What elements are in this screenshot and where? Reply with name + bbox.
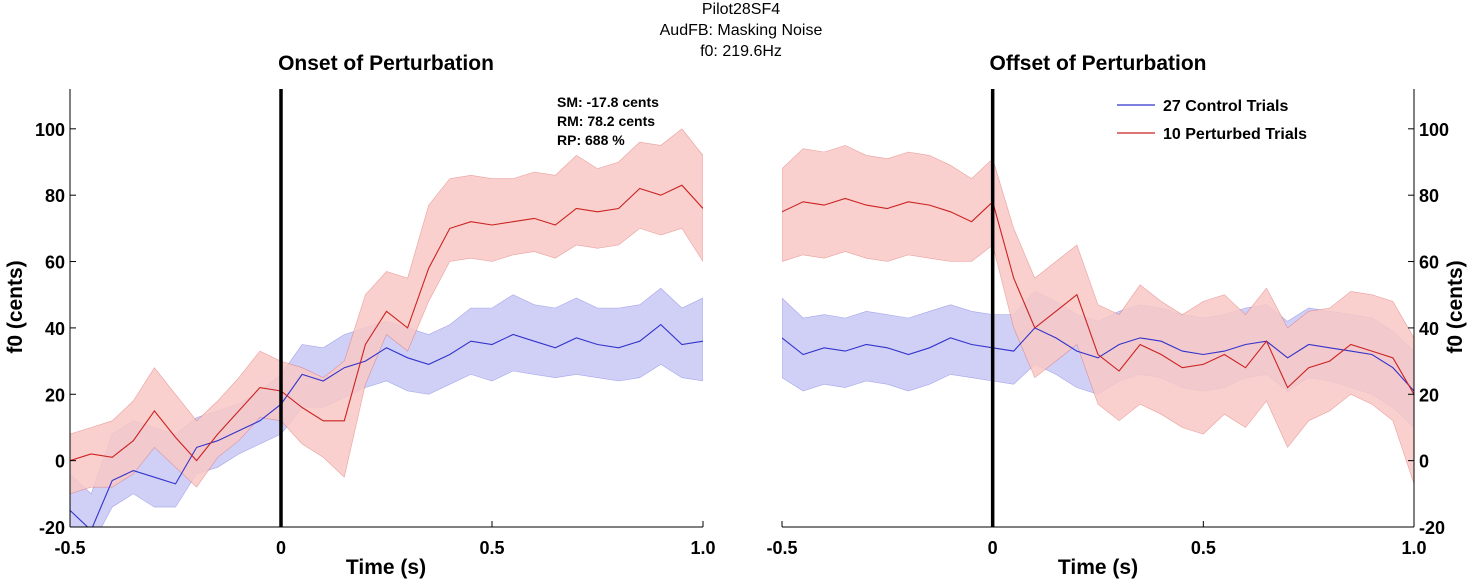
- stat-sm: SM: -17.8 cents: [557, 94, 659, 110]
- offset-x-tick-label: 1.0: [1401, 538, 1426, 558]
- offset-x-axis-label: Time (s): [1058, 556, 1138, 579]
- figure-title-subject: Pilot28SF4: [702, 1, 780, 18]
- offset-y-tick-label: 40: [1419, 319, 1439, 339]
- offset-y-tick-label: 20: [1419, 385, 1439, 405]
- stat-rm: RM: 78.2 cents: [557, 113, 655, 129]
- offset-perturbed-ci-band: [782, 145, 1414, 484]
- onset-y-tick-label: 0: [55, 452, 65, 472]
- onset-series-group: [70, 128, 703, 527]
- onset-x-tick-label: -0.5: [54, 538, 85, 558]
- offset-control-mean-line: [782, 327, 1414, 392]
- onset-control-mean-line: [70, 323, 703, 527]
- legend-control-label: 27 Control Trials: [1163, 98, 1288, 115]
- onset-stats-box: SM: -17.8 cents RM: 78.2 cents RP: 688 %: [557, 94, 659, 148]
- legend: 27 Control Trials 10 Perturbed Trials: [1117, 98, 1307, 143]
- onset-plot-area: -0.5 0 0.5 1.0 -20 0 20 40 60 80 100: [35, 89, 716, 558]
- offset-x-tick-label: 0.5: [1191, 538, 1216, 558]
- offset-y-tick-label: 60: [1419, 253, 1439, 273]
- onset-perturbed-mean-line: [70, 184, 703, 462]
- offset-plot-area: -0.5 0 0.5 1.0-20 0 20 40 60 80 100: [766, 89, 1449, 558]
- offset-panel: Offset of Perturbation -0.5 0 0.5 1.0-20 0 20…: [766, 52, 1467, 579]
- figure-title-condition: AudFB: Masking Noise: [660, 22, 823, 39]
- offset-panel-title: Offset of Perturbation: [989, 52, 1206, 75]
- figure-title-f0: f0: 219.6Hz: [700, 43, 782, 60]
- onset-x-axis-label: Time (s): [346, 556, 426, 579]
- offset-perturbed-mean-line: [782, 197, 1414, 395]
- offset-y-tick-label: 100: [1419, 120, 1449, 140]
- onset-y-tick-label: 60: [45, 253, 65, 273]
- onset-x-tick-label: 0.5: [479, 538, 504, 558]
- onset-y-tick-label: 100: [35, 120, 65, 140]
- offset-y-tick-label: -20: [1419, 518, 1445, 538]
- onset-x-tick-label: 0: [276, 538, 286, 558]
- offset-y-tick-label: 0: [1419, 452, 1429, 472]
- onset-panel-title: Onset of Perturbation: [278, 52, 494, 75]
- legend-perturbed-label: 10 Perturbed Trials: [1163, 126, 1307, 143]
- offset-x-tick-label: -0.5: [766, 538, 797, 558]
- onset-y-tick-label: 20: [45, 385, 65, 405]
- onset-x-tick-label: 1.0: [690, 538, 715, 558]
- onset-y-tick-label: 40: [45, 319, 65, 339]
- onset-y-tick-label: 80: [45, 186, 65, 206]
- stat-rp: RP: 688 %: [557, 132, 625, 148]
- onset-panel: Onset of Perturbation -0.5 0 0.5 1.0 -20 0 20 4…: [4, 52, 716, 579]
- offset-y-tick-label: 80: [1419, 186, 1439, 206]
- offset-y-axis-label: f0 (cents): [1444, 260, 1467, 353]
- onset-y-axis-label: f0 (cents): [4, 260, 27, 353]
- offset-x-tick-label: 0: [988, 538, 998, 558]
- onset-y-tick-label: -20: [39, 518, 65, 538]
- offset-series-group: [782, 145, 1414, 484]
